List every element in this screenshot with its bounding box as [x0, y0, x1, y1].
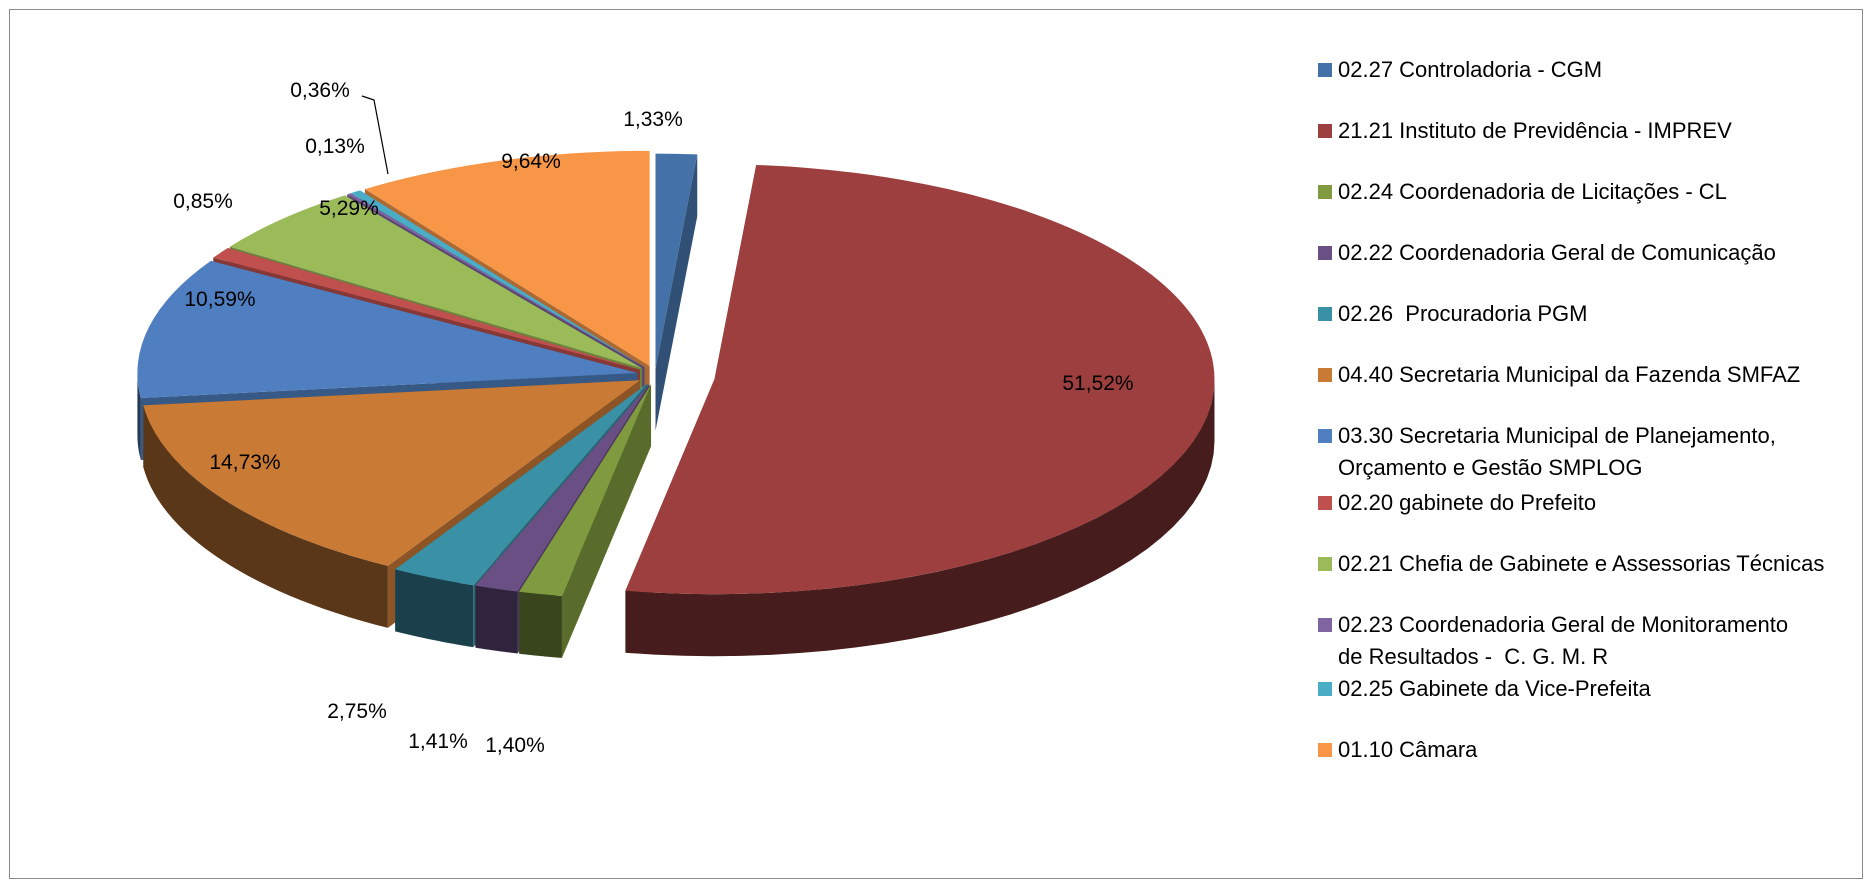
pie-slice-top	[137, 260, 638, 399]
legend-label: 02.26 Procuradoria PGM	[1338, 301, 1588, 326]
legend-swatch	[1318, 743, 1332, 757]
legend-swatch	[1318, 185, 1332, 199]
pie-slice-top	[625, 164, 1215, 595]
legend-item: 02.20 gabinete do Prefeito	[1318, 487, 1596, 519]
data-label: 2,75%	[327, 700, 387, 723]
pie-slice-top	[655, 153, 698, 369]
legend-item: 01.10 Câmara	[1318, 734, 1477, 766]
legend-label: 02.22 Coordenadoria Geral de Comunicação	[1338, 240, 1776, 265]
legend-item: 03.30 Secretaria Municipal de Planejamen…	[1318, 420, 1776, 484]
data-label: 1,40%	[485, 734, 545, 757]
legend-item: 02.21 Chefia de Gabinete e Assessorias T…	[1318, 548, 1824, 580]
data-label: 0,36%	[290, 79, 350, 102]
pie-slice-top	[519, 384, 652, 596]
pie-slice-top	[364, 150, 650, 366]
data-label: 0,85%	[173, 190, 233, 213]
legend-swatch	[1318, 682, 1332, 696]
legend-label: 02.20 gabinete do Prefeito	[1338, 490, 1597, 515]
pie-slice-side	[519, 591, 562, 658]
legend-item: 02.25 Gabinete da Vice-Prefeita	[1318, 673, 1651, 705]
pie-slice-1	[655, 153, 698, 431]
legend-item: 02.24 Coordenadoria de Licitações - CL	[1318, 176, 1727, 208]
legend-swatch	[1318, 429, 1332, 443]
legend-label: 02.24 Coordenadoria de Licitações - CL	[1338, 179, 1727, 204]
legend-swatch	[1318, 618, 1332, 632]
data-label: 9,64%	[501, 150, 561, 173]
legend-swatch	[1318, 557, 1332, 571]
legend-swatch	[1318, 246, 1332, 260]
pie-slice-2	[625, 164, 1215, 657]
legend-swatch	[1318, 496, 1332, 510]
legend-label: 02.27 Controladoria - CGM	[1338, 57, 1603, 82]
data-label: 1,41%	[408, 730, 468, 753]
legend-item: 04.40 Secretaria Municipal da Fazenda SM…	[1318, 359, 1800, 391]
data-label: 10,59%	[184, 288, 255, 311]
pie-slice-side	[475, 585, 518, 654]
data-label: 5,29%	[319, 197, 379, 220]
pie-slice-top	[395, 383, 648, 586]
pie-slice-side	[625, 379, 1215, 657]
pie-slice-side	[395, 569, 474, 648]
legend-item: 02.22 Coordenadoria Geral de Comunicação	[1318, 237, 1776, 269]
legend-swatch	[1318, 307, 1332, 321]
data-label: 0,13%	[305, 135, 365, 158]
pie-slice-side	[137, 372, 141, 461]
legend-item: 21.21 Instituto de Previdência - IMPREV	[1318, 115, 1732, 147]
legend-label: 03.30 Secretaria Municipal de Planejamen…	[1338, 423, 1776, 480]
legend-label: 21.21 Instituto de Previdência - IMPREV	[1338, 118, 1732, 143]
legend-swatch	[1318, 368, 1332, 382]
data-label: 1,33%	[623, 108, 683, 131]
data-label: 14,73%	[209, 451, 280, 474]
legend-label: 02.25 Gabinete da Vice-Prefeita	[1338, 676, 1651, 701]
pie-slice-top	[229, 195, 643, 369]
pie-slice-3	[519, 384, 652, 658]
data-label: 51,52%	[1062, 372, 1133, 395]
legend-label: 01.10 Câmara	[1338, 737, 1478, 762]
legend-item: 02.27 Controladoria - CGM	[1318, 54, 1602, 86]
pie-slice-side	[143, 405, 388, 628]
legend-item: 02.23 Coordenadoria Geral de Monitoramen…	[1318, 609, 1788, 673]
legend-label: 04.40 Secretaria Municipal da Fazenda SM…	[1338, 362, 1801, 387]
legend-label: 02.23 Coordenadoria Geral de Monitoramen…	[1338, 612, 1789, 669]
leader-line	[361, 95, 389, 175]
pie-slice-top	[213, 248, 640, 370]
pie-slice-top	[143, 380, 640, 566]
pie-slice-top	[475, 384, 650, 592]
pie-slice-top	[350, 190, 645, 368]
legend-item: 02.26 Procuradoria PGM	[1318, 298, 1587, 330]
legend-swatch	[1318, 124, 1332, 138]
pie-slice-wall	[655, 154, 698, 431]
pie-slice-top	[347, 193, 645, 368]
legend-swatch	[1318, 63, 1332, 77]
legend-label: 02.21 Chefia de Gabinete e Assessorias T…	[1338, 551, 1825, 576]
